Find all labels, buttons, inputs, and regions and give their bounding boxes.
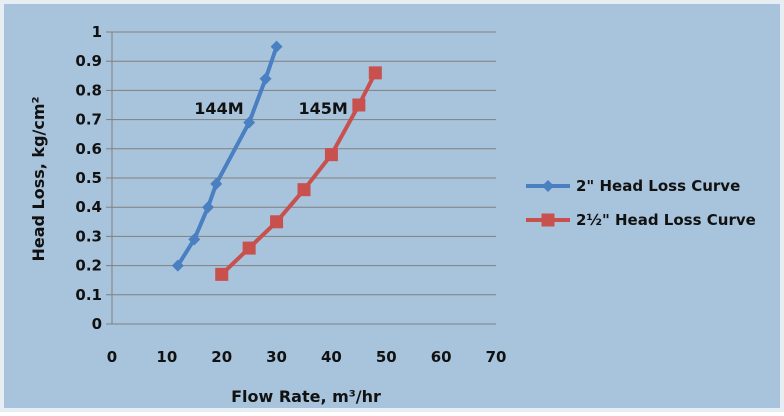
y-tick-label: 0.9 — [75, 52, 102, 70]
y-tick-label: 0.2 — [75, 257, 102, 275]
annotation-label: 145M — [299, 99, 348, 118]
y-tick-label: 0.8 — [75, 81, 102, 99]
data-point — [259, 72, 272, 85]
x-tick-label: 10 — [156, 348, 177, 366]
x-tick-label: 60 — [431, 348, 452, 366]
data-series — [171, 40, 382, 281]
y-tick-labels: 0 0.1 0.2 0.3 0.4 0.5 0.6 0.7 0.8 0.9 1 — [75, 23, 102, 333]
legend-label: 2" Head Loss Curve — [576, 177, 740, 195]
x-tick-label: 70 — [486, 348, 507, 366]
legend-label: 2½" Head Loss Curve — [576, 211, 756, 229]
data-point — [202, 201, 214, 214]
legend-entry: 2" Head Loss Curve — [526, 177, 740, 195]
data-point — [541, 213, 555, 227]
line-chart: 0 0.1 0.2 0.3 0.4 0.5 0.6 0.7 0.8 0.9 1 0 10 20 30 40 5… — [29, 23, 756, 406]
data-point — [270, 40, 283, 53]
data-point — [368, 66, 382, 80]
legend: 2" Head Loss Curve 2½" Head Loss Curve — [526, 177, 756, 229]
series-2 — [215, 66, 382, 281]
data-point — [171, 259, 184, 272]
y-tick-label: 0.6 — [75, 140, 102, 158]
legend-entry: 2½" Head Loss Curve — [526, 211, 756, 229]
data-point — [270, 215, 284, 229]
annotations: 144M 145M — [194, 99, 348, 118]
data-point — [297, 183, 311, 197]
data-point — [215, 267, 229, 281]
y-tick-label: 0.3 — [75, 227, 102, 245]
x-tick-label: 50 — [376, 348, 397, 366]
y-axis-label: Head Loss, kg/cm² — [29, 96, 48, 261]
data-point — [324, 148, 338, 162]
data-point — [243, 116, 256, 129]
y-tick-label: 0.1 — [75, 286, 102, 304]
data-point — [352, 98, 366, 112]
x-tick-label: 30 — [266, 348, 287, 366]
gridlines — [112, 31, 496, 325]
data-point — [188, 233, 201, 246]
y-tick-label: 0.4 — [75, 198, 102, 216]
x-tick-label: 40 — [321, 348, 342, 366]
annotation-label: 144M — [194, 99, 243, 118]
y-tick-label: 0 — [92, 315, 102, 333]
data-point — [242, 241, 256, 255]
y-tick-label: 0.7 — [75, 111, 102, 129]
series-1 — [171, 40, 283, 272]
data-point — [210, 177, 223, 190]
y-tick-label: 1 — [92, 23, 102, 41]
data-point — [542, 180, 554, 192]
x-tick-label: 0 — [107, 348, 117, 366]
y-tick-label: 0.5 — [75, 169, 102, 187]
axes — [106, 31, 496, 325]
x-tick-labels: 0 10 20 30 40 50 60 70 — [107, 348, 507, 366]
x-axis-label: Flow Rate, m³/hr — [231, 387, 381, 406]
x-tick-label: 20 — [211, 348, 232, 366]
